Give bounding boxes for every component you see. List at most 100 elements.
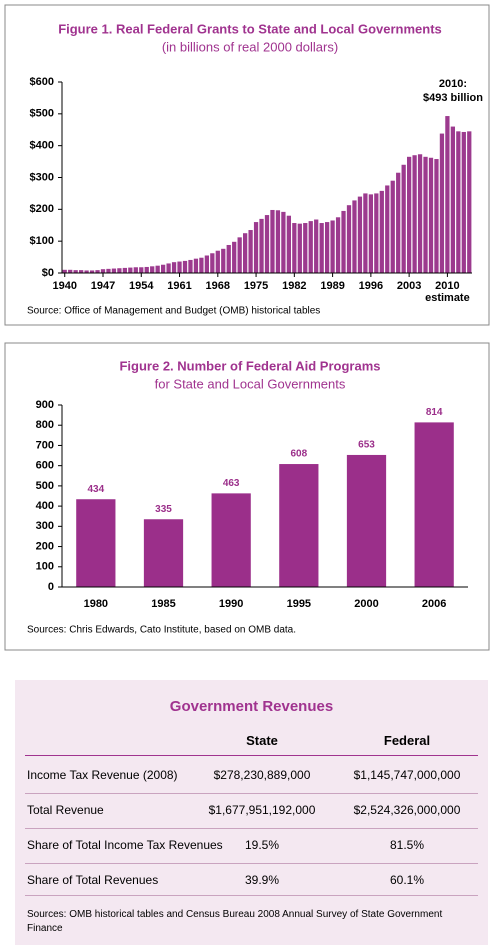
charts: Figure 1. Real Federal Grants to State a… bbox=[4, 4, 490, 651]
y-tick-label: 900 bbox=[36, 399, 54, 411]
y-tick-label: 600 bbox=[36, 460, 54, 472]
data-label: 434 bbox=[87, 484, 104, 495]
bar bbox=[150, 266, 155, 273]
bar bbox=[211, 493, 251, 587]
bar bbox=[363, 193, 368, 273]
x-tick-label: 1975 bbox=[244, 280, 268, 292]
bar bbox=[264, 215, 270, 273]
row-label: Share of Total Income Tax Revenues bbox=[27, 838, 223, 852]
bar bbox=[286, 215, 291, 273]
bar bbox=[188, 259, 193, 273]
y-tick-label: 400 bbox=[36, 500, 54, 512]
bar bbox=[417, 154, 423, 273]
bar bbox=[259, 218, 264, 273]
bar bbox=[111, 268, 117, 273]
bar bbox=[303, 223, 308, 273]
bar bbox=[385, 185, 390, 273]
bar bbox=[155, 265, 160, 273]
bar bbox=[368, 194, 373, 273]
bar bbox=[143, 519, 184, 587]
bar bbox=[161, 264, 166, 273]
bar bbox=[297, 223, 302, 273]
bar bbox=[215, 250, 220, 273]
figure-2-frame bbox=[4, 342, 490, 651]
y-tick-label: $500 bbox=[30, 108, 54, 120]
column-header: Federal bbox=[383, 733, 431, 748]
data-label: 653 bbox=[358, 440, 375, 451]
bar bbox=[335, 217, 341, 273]
y-tick-label: $300 bbox=[30, 171, 54, 183]
bar bbox=[346, 454, 387, 587]
bar bbox=[439, 133, 445, 273]
bar bbox=[62, 269, 67, 273]
bar bbox=[341, 210, 346, 273]
y-tick-label: 0 bbox=[48, 581, 54, 593]
bar bbox=[226, 244, 231, 273]
bar bbox=[434, 159, 439, 273]
row-rule bbox=[25, 828, 478, 829]
row-rule bbox=[25, 863, 478, 864]
bar bbox=[166, 263, 171, 273]
bar bbox=[357, 196, 363, 273]
bar bbox=[346, 205, 352, 273]
bar bbox=[467, 131, 472, 273]
y-tick-label: $400 bbox=[30, 140, 54, 152]
cell: $2,524,326,000,000 bbox=[353, 803, 461, 817]
bar bbox=[73, 270, 78, 273]
bar bbox=[352, 200, 357, 273]
bar bbox=[401, 164, 406, 273]
x-tick-label: 1990 bbox=[219, 598, 243, 610]
bar bbox=[232, 241, 237, 273]
bar bbox=[237, 237, 242, 273]
x-tick-label: 1982 bbox=[282, 280, 306, 292]
x-tick-label: 1954 bbox=[129, 280, 154, 292]
x-tick-label: 1989 bbox=[320, 280, 344, 292]
figure-1-frame bbox=[4, 4, 490, 326]
bar bbox=[177, 261, 182, 273]
bar bbox=[199, 257, 204, 273]
bar bbox=[319, 223, 324, 273]
y-tick-label: 100 bbox=[36, 561, 54, 573]
x-tick-label: 1961 bbox=[167, 280, 191, 292]
x-tick-label: 1947 bbox=[91, 280, 115, 292]
bar bbox=[248, 230, 253, 273]
bar bbox=[117, 268, 122, 273]
bar bbox=[95, 270, 100, 273]
bar bbox=[396, 172, 401, 273]
bar bbox=[182, 260, 188, 273]
bar bbox=[204, 255, 209, 273]
x-tick-label: 1996 bbox=[359, 280, 383, 292]
cell: 81.5% bbox=[389, 838, 425, 852]
cell: 19.5% bbox=[244, 838, 280, 852]
bar bbox=[133, 267, 138, 273]
bar bbox=[106, 268, 111, 273]
bar bbox=[84, 270, 89, 273]
x-tick-label: 1968 bbox=[206, 280, 230, 292]
data-label: 335 bbox=[155, 504, 172, 515]
bar bbox=[243, 233, 248, 273]
x-tick-label: 1980 bbox=[84, 598, 108, 610]
chart-subtitle: for State and Local Governments bbox=[155, 376, 346, 391]
cell: $1,145,747,000,000 bbox=[353, 768, 461, 782]
bar bbox=[100, 269, 106, 273]
cell: 39.9% bbox=[244, 873, 280, 887]
x-tick-label: 2010 bbox=[435, 280, 459, 292]
x-note: estimate bbox=[425, 292, 470, 304]
bar bbox=[68, 269, 73, 273]
header-rule bbox=[25, 895, 478, 896]
bar bbox=[89, 270, 95, 273]
bar bbox=[281, 211, 286, 273]
bar bbox=[428, 157, 434, 273]
header-rule bbox=[25, 755, 478, 756]
y-tick-label: $600 bbox=[30, 76, 54, 88]
bar bbox=[193, 258, 199, 273]
bar bbox=[79, 270, 84, 273]
bar bbox=[407, 156, 412, 273]
bar bbox=[275, 210, 281, 273]
y-tick-label: 800 bbox=[36, 419, 54, 431]
table-title: Government Revenues bbox=[169, 698, 334, 715]
chart-source: Sources: Chris Edwards, Cato Institute, … bbox=[27, 625, 296, 636]
x-tick-label: 1940 bbox=[52, 280, 76, 292]
bar bbox=[210, 253, 215, 273]
bar bbox=[456, 131, 461, 273]
